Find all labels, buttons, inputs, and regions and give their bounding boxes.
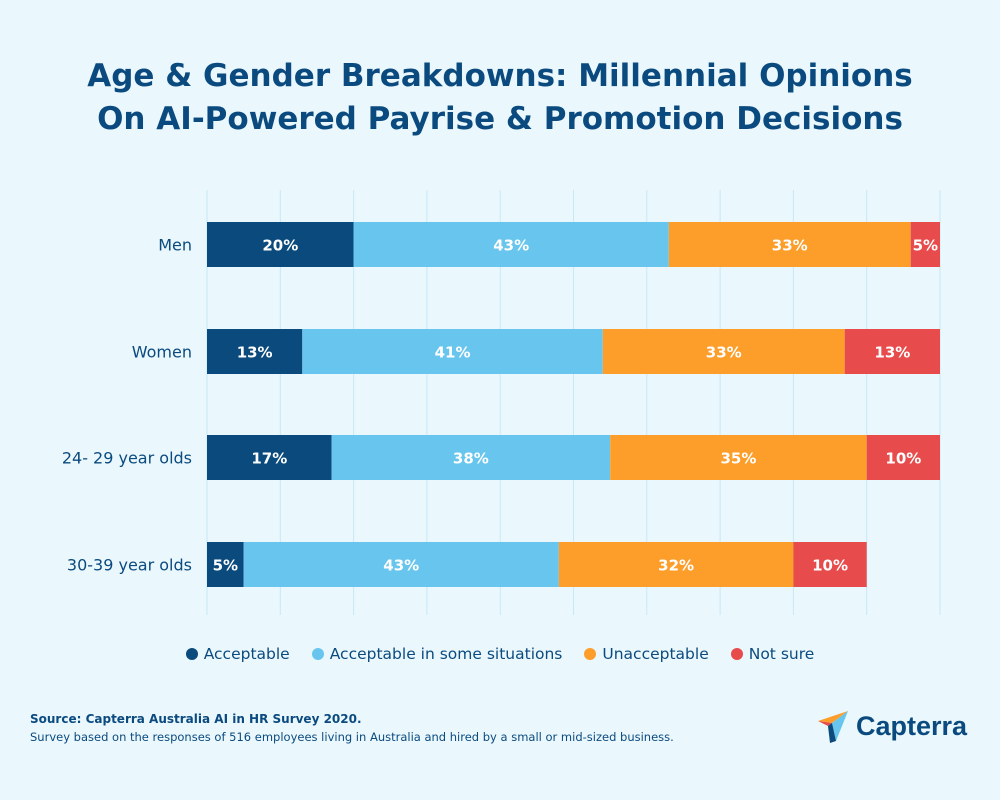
bar-segment <box>844 329 940 374</box>
data-label: 5% <box>913 237 938 255</box>
bar-segment <box>558 542 794 587</box>
source-block: Source: Capterra Australia AI in HR Surv… <box>30 710 674 746</box>
stacked-bar-chart: Men 20% 43% 33% 5% Women 13% 41% 33% 13% 24- 29 ye… <box>62 190 941 615</box>
title-line-2: On AI-Powered Payrise & Promotion Decisi… <box>97 101 903 137</box>
bar-segment <box>793 542 867 587</box>
title-line-1: Age & Gender Breakdowns: Millennial Opin… <box>87 58 913 94</box>
bar-segment <box>243 542 559 587</box>
legend-item: Not sure <box>730 645 815 663</box>
data-label: 41% <box>435 344 471 362</box>
bar-segment <box>610 435 867 480</box>
bar-segment <box>207 435 332 480</box>
category-label: Men <box>158 236 192 255</box>
bar-segment <box>302 329 603 374</box>
data-label: 10% <box>812 557 848 575</box>
bar-segment <box>866 435 940 480</box>
bar-segment <box>207 542 244 587</box>
source-label: Source: Capterra Australia AI in HR Surv… <box>30 712 362 726</box>
legend-label: Not sure <box>748 645 815 663</box>
data-label: 13% <box>874 344 910 362</box>
category-label: 30-39 year olds <box>67 556 192 575</box>
bar-segment <box>353 222 669 267</box>
data-label: 20% <box>262 237 298 255</box>
legend-dot-icon <box>584 648 597 660</box>
data-label: 13% <box>237 344 273 362</box>
legend-item: Acceptable in some situations <box>311 645 563 663</box>
data-label: 33% <box>772 237 808 255</box>
legend-dot-icon <box>311 648 324 660</box>
data-label: 17% <box>251 450 287 468</box>
legend-label: Unacceptable <box>602 645 709 663</box>
chart-title: Age & Gender Breakdowns: Millennial Opin… <box>0 55 1000 141</box>
category-label: Women <box>132 343 192 362</box>
bar-segment <box>331 435 611 480</box>
legend-label: Acceptable in some situations <box>329 645 563 663</box>
category-label: 24- 29 year olds <box>62 449 192 468</box>
bar-segment <box>207 329 303 374</box>
bar-segment <box>668 222 911 267</box>
data-label: 10% <box>885 450 921 468</box>
legend: Acceptable Acceptable in some situations U… <box>0 645 1000 663</box>
legend-item: Unacceptable <box>584 645 709 663</box>
legend-label: Acceptable <box>203 645 290 663</box>
legend-dot-icon <box>185 648 198 660</box>
data-label: 43% <box>493 237 529 255</box>
data-label: 5% <box>213 557 238 575</box>
bar-segment <box>207 222 354 267</box>
data-label: 32% <box>658 557 694 575</box>
capterra-arrow-icon <box>818 711 848 743</box>
data-label: 43% <box>383 557 419 575</box>
data-label: 35% <box>720 450 756 468</box>
legend-dot-icon <box>730 648 743 660</box>
capterra-logo: Capterra <box>818 709 967 743</box>
bar-segment <box>910 222 940 267</box>
bar-segment <box>602 329 845 374</box>
logo-text: Capterra <box>856 710 968 741</box>
source-note: Survey based on the responses of 516 emp… <box>30 730 674 744</box>
data-label: 38% <box>453 450 489 468</box>
data-label: 33% <box>706 344 742 362</box>
legend-item: Acceptable <box>185 645 290 663</box>
